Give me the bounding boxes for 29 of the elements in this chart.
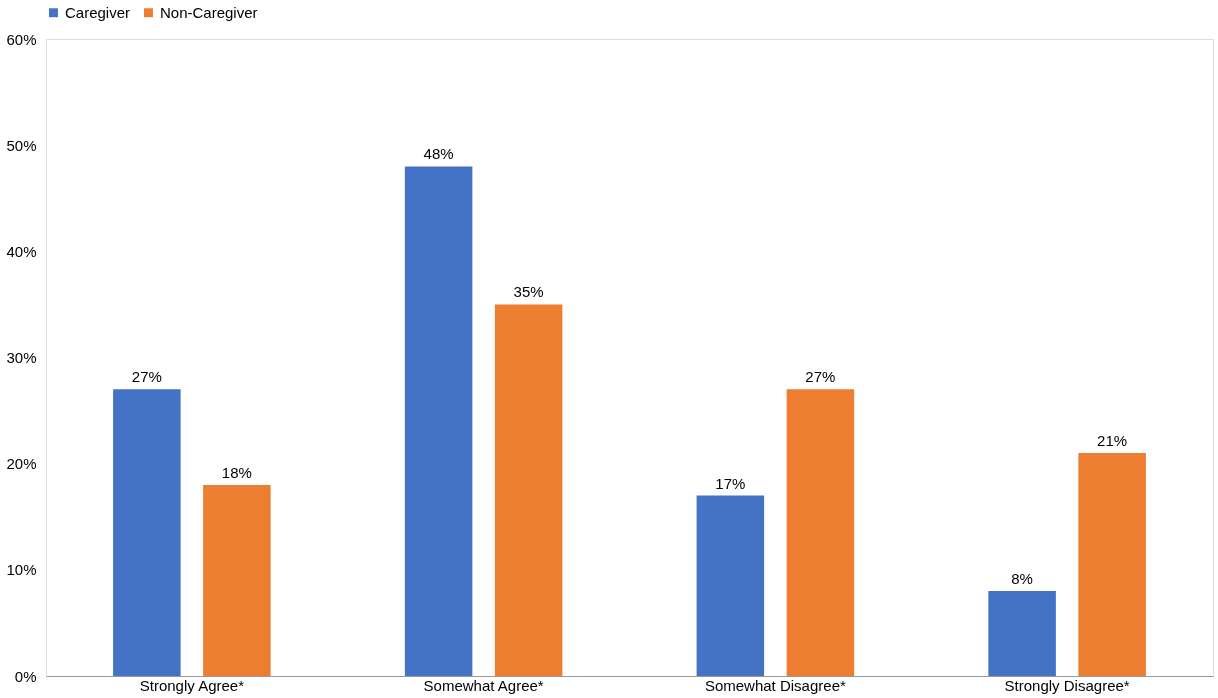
bar bbox=[494, 304, 563, 676]
bar bbox=[404, 166, 473, 676]
x-tick-label: Somewhat Agree* bbox=[423, 676, 544, 694]
legend-label: Caregiver bbox=[65, 3, 131, 21]
data-label: 17% bbox=[715, 474, 746, 492]
bar bbox=[786, 389, 855, 676]
x-tick-label: Strongly Agree* bbox=[139, 676, 245, 694]
y-tick-label: 20% bbox=[6, 455, 37, 473]
data-label: 35% bbox=[513, 283, 544, 301]
data-label: 48% bbox=[423, 145, 454, 163]
y-tick-label: 40% bbox=[6, 242, 37, 260]
y-tick-label: 60% bbox=[6, 30, 37, 48]
bar bbox=[1078, 453, 1146, 676]
bar bbox=[988, 591, 1056, 676]
data-label: 18% bbox=[221, 463, 252, 481]
data-label: 27% bbox=[805, 368, 836, 386]
y-tick-label: 30% bbox=[6, 349, 37, 366]
y-tick-label: 0% bbox=[14, 667, 37, 685]
y-tick-label: 50% bbox=[6, 136, 37, 154]
data-label: 27% bbox=[131, 368, 162, 386]
bar bbox=[696, 495, 765, 676]
x-tick-label: Strongly Disagree* bbox=[1004, 676, 1130, 694]
x-tick-label: Somewhat Disagree* bbox=[704, 676, 846, 694]
bar bbox=[203, 484, 271, 676]
bar bbox=[113, 389, 181, 676]
data-label: 8% bbox=[1011, 570, 1033, 588]
data-label: 21% bbox=[1097, 432, 1128, 450]
y-tick-label: 10% bbox=[6, 561, 37, 579]
legend-label: Non-Caregiver bbox=[160, 3, 258, 21]
